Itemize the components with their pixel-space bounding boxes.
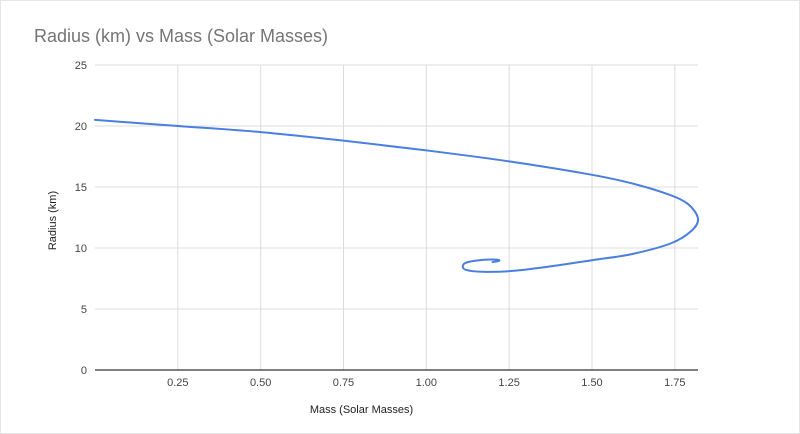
y-tick-label: 25 [75,60,87,72]
x-tick-label: 1.00 [416,377,437,389]
y-tick-label: 20 [75,121,87,133]
chart-title: Radius (km) vs Mass (Solar Masses) [34,26,329,46]
y-tick-label: 15 [75,182,87,194]
series-line [94,118,700,273]
x-tick-label: 0.25 [167,377,188,389]
y-tick-label: 0 [81,365,87,377]
y-axis-label: Radius (km) [47,191,59,250]
grid-lines [95,64,698,370]
x-tick-label: 0.75 [333,377,354,389]
y-tick-label: 10 [75,243,87,255]
x-tick-label: 1.75 [664,377,685,389]
x-tick-label: 1.50 [581,377,602,389]
x-tick-label: 1.25 [498,377,519,389]
x-tick-label: 0.50 [250,377,271,389]
plot-area [94,118,700,273]
y-tick-label: 5 [81,304,87,316]
x-axis-label: Mass (Solar Masses) [310,404,413,416]
tick-labels: 0 5 10 15 20 25 0.25 0.50 0.75 1.00 1.25 1.50 1.75 [75,60,686,389]
